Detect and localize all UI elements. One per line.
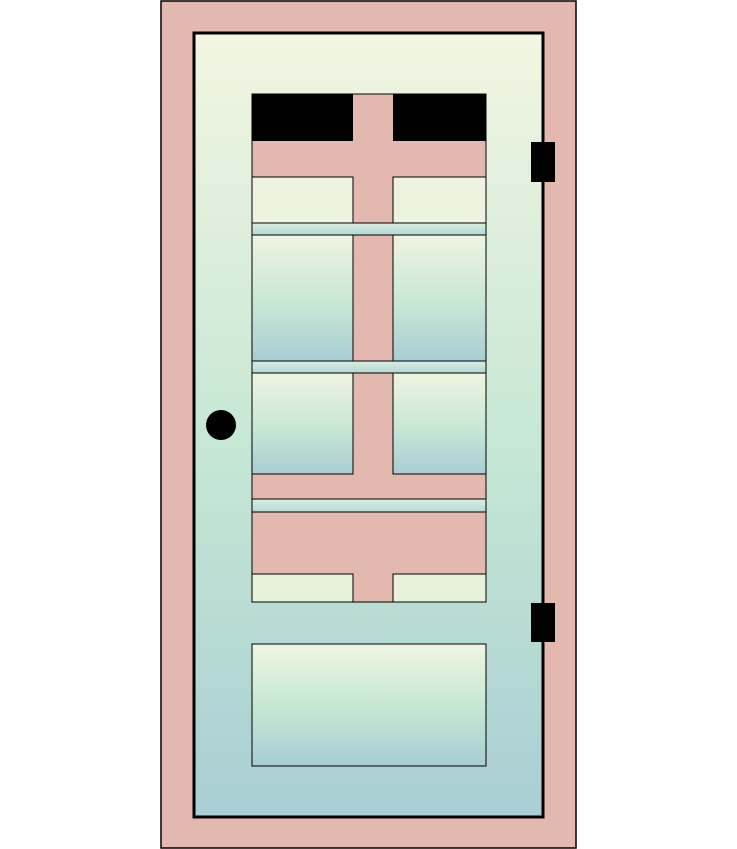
window-strip [251,222,487,236]
window-strip [251,360,487,374]
window-pane [392,176,487,224]
window-pane [251,573,354,603]
window-pane [393,94,486,141]
window-pane [251,372,354,475]
window-grid [251,93,487,603]
lower-panel [251,643,487,767]
window-pane [252,94,353,141]
top-hinge-icon [531,142,555,182]
window-pane [251,176,354,224]
window-pane [392,372,487,475]
doorknob-icon[interactable] [206,410,236,440]
window-pane [392,234,487,362]
window-strip [251,498,487,513]
window-pane [251,234,354,362]
window-pane [392,573,487,603]
bottom-hinge-icon [531,603,555,642]
